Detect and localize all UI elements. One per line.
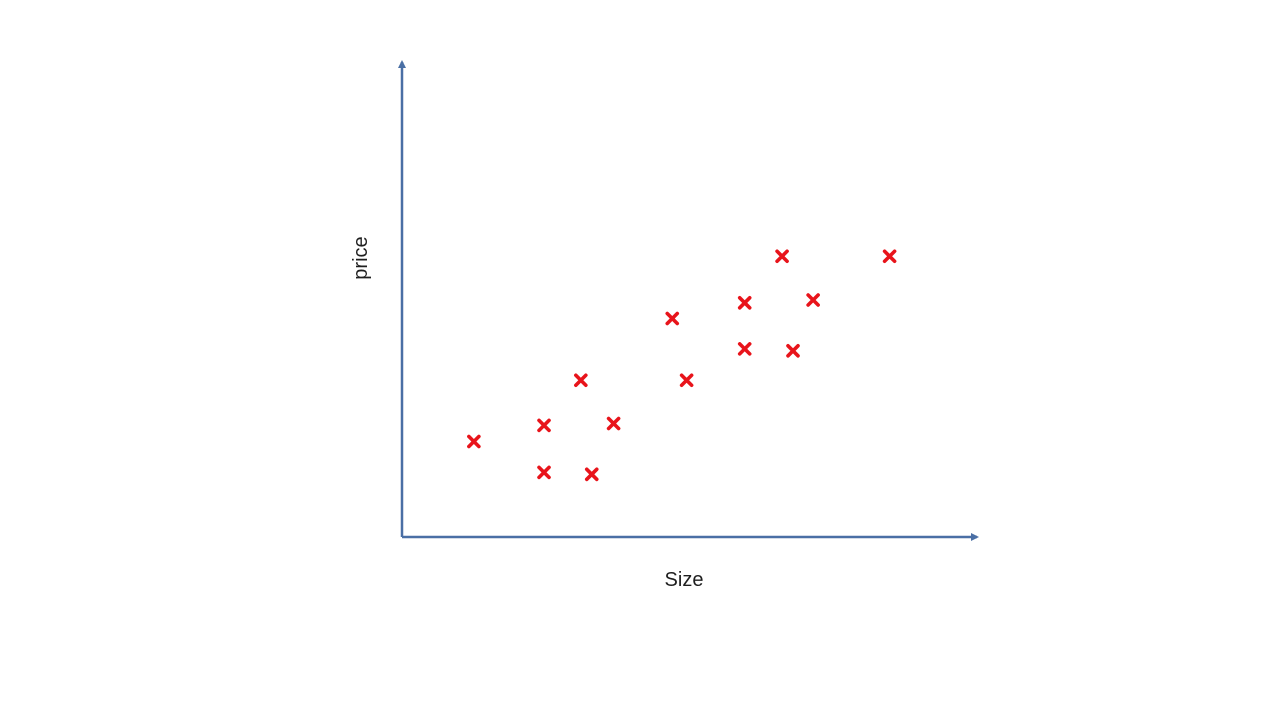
y-axis-label: price: [350, 236, 372, 279]
data-point-13: [806, 293, 820, 307]
data-point-2: [537, 418, 551, 433]
data-point-12: [786, 343, 800, 358]
data-point-7: [665, 311, 680, 326]
x-axis-label: Size: [665, 569, 704, 591]
data-point-3: [537, 465, 551, 480]
data-point-4: [574, 373, 588, 388]
data-point-9: [737, 296, 752, 310]
data-point-5: [584, 467, 599, 482]
data-point-1: [467, 434, 481, 449]
data-point-14: [882, 249, 897, 264]
data-point-8: [679, 373, 694, 388]
data-point-10: [737, 342, 752, 356]
data-points: [467, 249, 897, 482]
data-point-11: [775, 249, 789, 264]
data-point-6: [606, 416, 621, 431]
